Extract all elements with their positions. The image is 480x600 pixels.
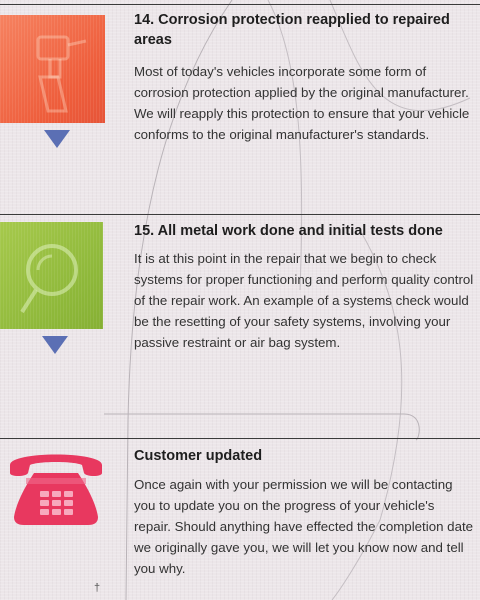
body-line: you why.	[134, 561, 186, 576]
top-rule	[0, 4, 480, 5]
section-heading: 15. All metal work done and initial test…	[134, 223, 443, 239]
body-line: repair. Should anything have effected th…	[134, 519, 474, 534]
spray-gun-icon	[36, 35, 87, 113]
section-divider	[0, 438, 480, 439]
section-heading: 14. Corrosion protection reapplied to re…	[134, 10, 450, 50]
body-line: Once again with your permission we will …	[134, 477, 453, 492]
spray-gun-icon-box	[0, 15, 105, 123]
body-line: of the repair work. An example of a syst…	[134, 293, 469, 308]
heading-line: 14. Corrosion protection reapplied to re…	[134, 12, 450, 28]
body-line: systems for proper functioning and perfo…	[134, 272, 474, 287]
body-line: conforms to the original manufacturer's …	[134, 127, 430, 142]
body-line: you to update you on the progress of you…	[134, 498, 435, 513]
section-heading: Customer updated	[134, 448, 263, 464]
section-divider	[0, 214, 480, 215]
magnifying-glass-icon-box	[0, 222, 103, 329]
small-pin-icon: †	[94, 582, 101, 594]
body-line: corrosion protection applied by the orig…	[134, 85, 469, 100]
body-line: Most of today's vehicles incorporate som…	[134, 64, 427, 79]
telephone-icon	[10, 454, 102, 525]
body-line: be the resetting of your safety systems,…	[134, 314, 451, 329]
section-body: Once again with your permission we will …	[134, 474, 473, 579]
body-line: We will reapply this protection to ensur…	[134, 106, 470, 121]
body-line: It is at this point in the repair that w…	[134, 251, 437, 266]
down-pointer-icon	[42, 336, 68, 354]
section-body: It is at this point in the repair that w…	[134, 248, 473, 353]
body-line: passive restraint or air bag system.	[134, 335, 341, 350]
down-pointer-icon	[44, 130, 70, 148]
section-body: Most of today's vehicles incorporate som…	[134, 61, 469, 145]
magnifying-glass-icon	[20, 244, 78, 314]
body-line: we originally gave you, we will let you …	[134, 540, 464, 555]
heading-line: areas	[134, 32, 172, 48]
